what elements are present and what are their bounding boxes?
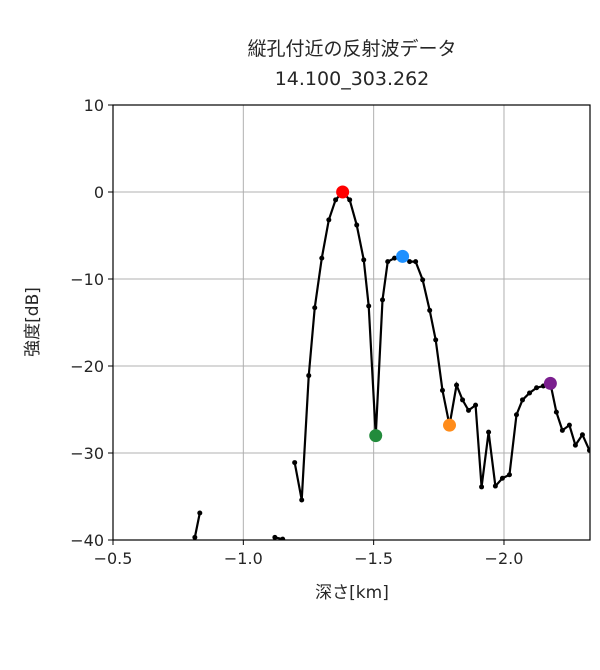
plot-area <box>192 185 590 540</box>
point <box>473 402 479 408</box>
point <box>361 257 367 263</box>
point <box>407 259 413 265</box>
point <box>492 483 498 489</box>
point <box>280 536 286 540</box>
point <box>586 447 590 453</box>
point <box>454 382 460 388</box>
x-tick-label: −1.0 <box>224 549 263 568</box>
point <box>354 222 360 228</box>
point <box>572 442 578 448</box>
point <box>479 484 485 490</box>
point <box>513 412 519 418</box>
highlight-point <box>543 376 557 390</box>
point <box>460 397 466 403</box>
x-tick-label: −2.0 <box>485 549 524 568</box>
point <box>385 259 391 265</box>
point <box>312 305 318 311</box>
highlight-point <box>396 249 410 263</box>
point <box>292 460 298 466</box>
chart-title: 縦孔付近の反射波データ <box>247 38 456 60</box>
x-axis-label: 深さ[km] <box>315 583 389 603</box>
x-tick-label: −0.5 <box>94 549 133 568</box>
point <box>333 197 339 203</box>
point <box>413 259 419 265</box>
y-axis-label: 強度[dB] <box>23 287 43 357</box>
point <box>299 497 305 503</box>
point <box>499 475 505 481</box>
point <box>272 534 278 540</box>
chart-subtitle: 14.100_303.262 <box>275 68 430 90</box>
point <box>380 297 386 303</box>
point <box>392 255 398 261</box>
y-tick-label: 0 <box>94 183 104 202</box>
highlight-point <box>443 418 457 432</box>
y-tick-label: −30 <box>70 444 104 463</box>
point <box>306 373 312 379</box>
point <box>579 432 585 438</box>
point <box>347 197 353 203</box>
point <box>553 409 559 415</box>
point <box>192 534 198 540</box>
y-tick-label: −10 <box>70 270 104 289</box>
point <box>427 307 433 313</box>
plot-frame <box>112 104 591 541</box>
point <box>420 277 426 283</box>
point <box>466 407 472 413</box>
point <box>433 337 439 343</box>
highlight-point <box>369 429 383 443</box>
point <box>519 397 525 403</box>
y-tick-label: −40 <box>70 531 104 550</box>
point <box>486 429 492 435</box>
point <box>559 427 565 433</box>
y-tick-label: −20 <box>70 357 104 376</box>
point <box>506 472 512 478</box>
point <box>366 303 372 309</box>
y-tick-label: 10 <box>84 96 104 115</box>
point <box>566 422 572 428</box>
point <box>326 217 332 223</box>
x-tick-label: −1.5 <box>354 549 393 568</box>
point <box>197 510 203 516</box>
point <box>439 387 445 393</box>
point <box>319 255 325 261</box>
point <box>534 385 540 391</box>
point <box>527 390 533 396</box>
highlight-point <box>336 185 350 199</box>
